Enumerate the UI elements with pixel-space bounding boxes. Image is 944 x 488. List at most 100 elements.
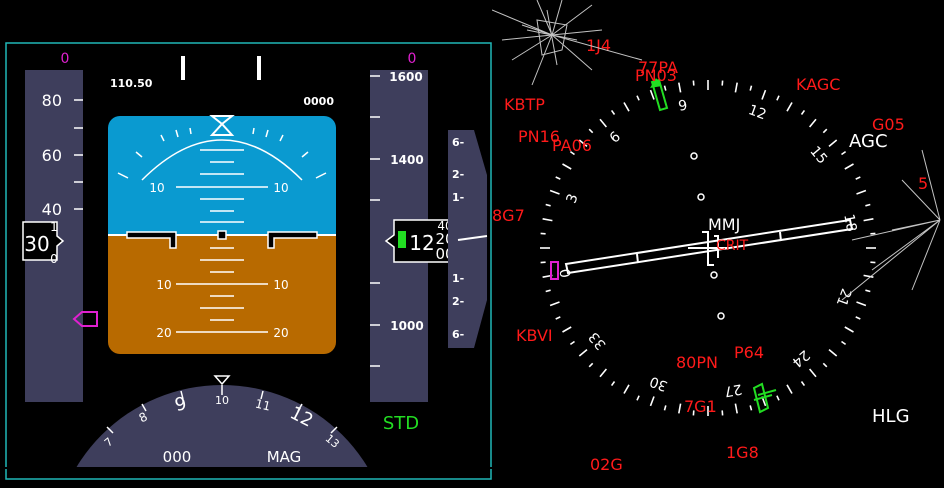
waypoint-label: 80PN (676, 353, 718, 372)
heading-scale-label: 10 (215, 394, 229, 407)
vs-label: 6- (452, 328, 464, 341)
compass-tick (610, 381, 616, 387)
pitch-label: 20 (156, 326, 171, 340)
speed-bug-icon (72, 311, 98, 327)
speed-target-readout: 0 (61, 51, 70, 67)
compass-label: 33 (586, 329, 610, 353)
compass-tick (649, 89, 655, 100)
altitude-readout: 12 40 20 00 (384, 219, 457, 263)
waypoint-label: KBTP (504, 95, 545, 114)
compass-tick (678, 82, 682, 93)
heading-scale-label: 9 (173, 393, 189, 416)
airspeed-digit-top: 1 (50, 220, 58, 234)
center-fix-label: MMJ (708, 215, 740, 234)
compass-tick (588, 362, 594, 368)
waypoint-layer: 1J4 77PA PN03 KAGC G05 AGC 5 KBTP PN16 P… (492, 36, 928, 474)
compass-tick (562, 163, 572, 170)
course-tail-bar-icon (753, 389, 777, 401)
compass-tick (863, 218, 874, 222)
compass-tick (734, 403, 738, 414)
compass-tick (599, 368, 608, 378)
compass-tick (828, 348, 838, 357)
compass-tick (844, 163, 854, 170)
compass-tick (599, 118, 608, 128)
vs-label: 6- (452, 136, 464, 149)
waypoint-label: 1G8 (726, 443, 759, 462)
compass-label: 21 (833, 286, 854, 308)
compass-tick (555, 316, 561, 320)
vs-label: 2- (452, 168, 464, 181)
compass-tick (610, 109, 616, 115)
waypoint-label: 8G7 (492, 206, 525, 225)
aircraft-wing-right-icon (267, 231, 318, 249)
pitch-label: 10 (273, 278, 288, 292)
pitch-label: 10 (149, 181, 164, 195)
compass-tick (569, 340, 575, 346)
compass-tick (649, 396, 655, 407)
nav-frequency: 110.50 (110, 77, 153, 90)
pfd-frame (5, 42, 492, 480)
heading-reference: MAG (267, 448, 302, 466)
waypoint-label: PN16 (518, 127, 560, 146)
waypoint-label: KBVI (516, 326, 553, 345)
compass-tick (663, 405, 667, 411)
compass-tick (678, 403, 682, 414)
compass-tick (844, 326, 854, 333)
compass-label: 3 (564, 192, 582, 206)
compass-tick (549, 301, 560, 307)
compass-tick (856, 301, 867, 307)
speed-tick-label: 60 (42, 146, 62, 165)
speed-tick-label: 80 (42, 91, 62, 110)
compass-tick (841, 150, 847, 156)
compass-tick (749, 405, 753, 411)
compass-tick (562, 326, 572, 333)
altitude-target-readout: 1600 (389, 70, 422, 84)
compass-tick (863, 274, 874, 278)
compass-tick (545, 203, 551, 207)
compass-tick (841, 340, 847, 346)
navaid-label: HLG (872, 406, 910, 427)
compass-tick (542, 218, 553, 222)
altitude-tick-label: 1400 (390, 153, 423, 167)
compass-tick (636, 95, 640, 101)
airspeed-digit-bottom: 0 (50, 252, 58, 266)
attitude-indicator: 10 10 10 10 20 20 (108, 115, 336, 354)
waypoint-label: 1J4 (586, 36, 611, 55)
aircraft-center-icon (217, 230, 227, 240)
compass-tick (761, 89, 767, 100)
compass-tick (800, 109, 806, 115)
compass-tick (549, 189, 560, 195)
primary-flight-display: 0 80 60 40 30 1 0 110.50 0000 (5, 42, 492, 480)
compass-tick (578, 348, 588, 357)
compass-tick (663, 85, 667, 91)
waypoint-label: 02G (590, 455, 623, 474)
waypoint-label: PN03 (635, 66, 677, 85)
course-tail-icon (752, 382, 770, 414)
course-arrow-icon (650, 78, 662, 88)
vs-label: 1- (452, 191, 464, 204)
heading-scale-label: 11 (254, 397, 272, 414)
aircraft-wing-left-icon (126, 231, 177, 249)
runway-label: CRIT (716, 238, 749, 254)
compass-tick (578, 139, 588, 148)
compass-label: 27 (723, 380, 743, 399)
vs-label: 1- (452, 272, 464, 285)
altitude-target-top: 0 (408, 51, 417, 67)
baro-setting: STD (383, 413, 419, 434)
airspeed-current: 30 (24, 232, 49, 256)
altitude-trend-indicator (398, 231, 406, 248)
compass-label: 30 (648, 373, 670, 394)
compass-tick (786, 384, 793, 394)
compass-label: 12 (746, 102, 768, 123)
compass-tick (855, 176, 861, 180)
compass-tick (822, 362, 828, 368)
compass-tick (636, 395, 640, 401)
waypoint-label: PA06 (552, 136, 592, 155)
speed-tick-label: 40 (42, 200, 62, 219)
vertical-speed-indicator: 6- 2- 1- 1- 2- 6- (448, 130, 488, 348)
compass-tick (856, 189, 867, 195)
compass-tick (776, 95, 780, 101)
compass-tick (623, 384, 630, 394)
compass-tick (800, 381, 806, 387)
